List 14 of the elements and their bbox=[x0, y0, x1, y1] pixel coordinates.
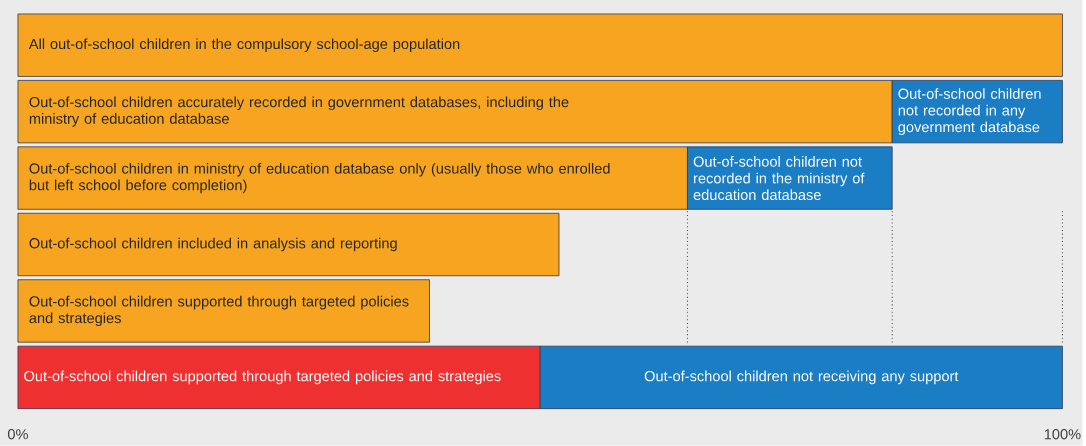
data-label: Out-of-school children not recorded in the ministry of education database bbox=[693, 156, 865, 201]
x-tick-label: 100% bbox=[1044, 429, 1081, 440]
data-label: Out-of-school children not recorded in any government database bbox=[898, 88, 1041, 136]
x-tick-label: 0% bbox=[7, 429, 28, 440]
data-label: Out-of-school children accurately recorded in government databases, including the ministry of education database bbox=[29, 96, 569, 127]
data-label: Out-of-school children supported through targeted policies and strategies bbox=[24, 370, 501, 385]
data-label: Out-of-school children in ministry of education database only (usually those who enrolled but left school before completion) bbox=[29, 163, 610, 194]
bar bbox=[17, 279, 430, 343]
data-label: All out-of-school children in the compulsory school-age population bbox=[28, 38, 460, 53]
data-label: Out-of-school children not receiving any support bbox=[644, 370, 959, 385]
bar bbox=[17, 13, 1063, 78]
data-label: Out-of-school children supported through targeted policies and strategies bbox=[29, 296, 409, 327]
data-label: Out-of-school children included in analysis and reporting bbox=[29, 237, 397, 252]
bar bbox=[17, 213, 560, 277]
